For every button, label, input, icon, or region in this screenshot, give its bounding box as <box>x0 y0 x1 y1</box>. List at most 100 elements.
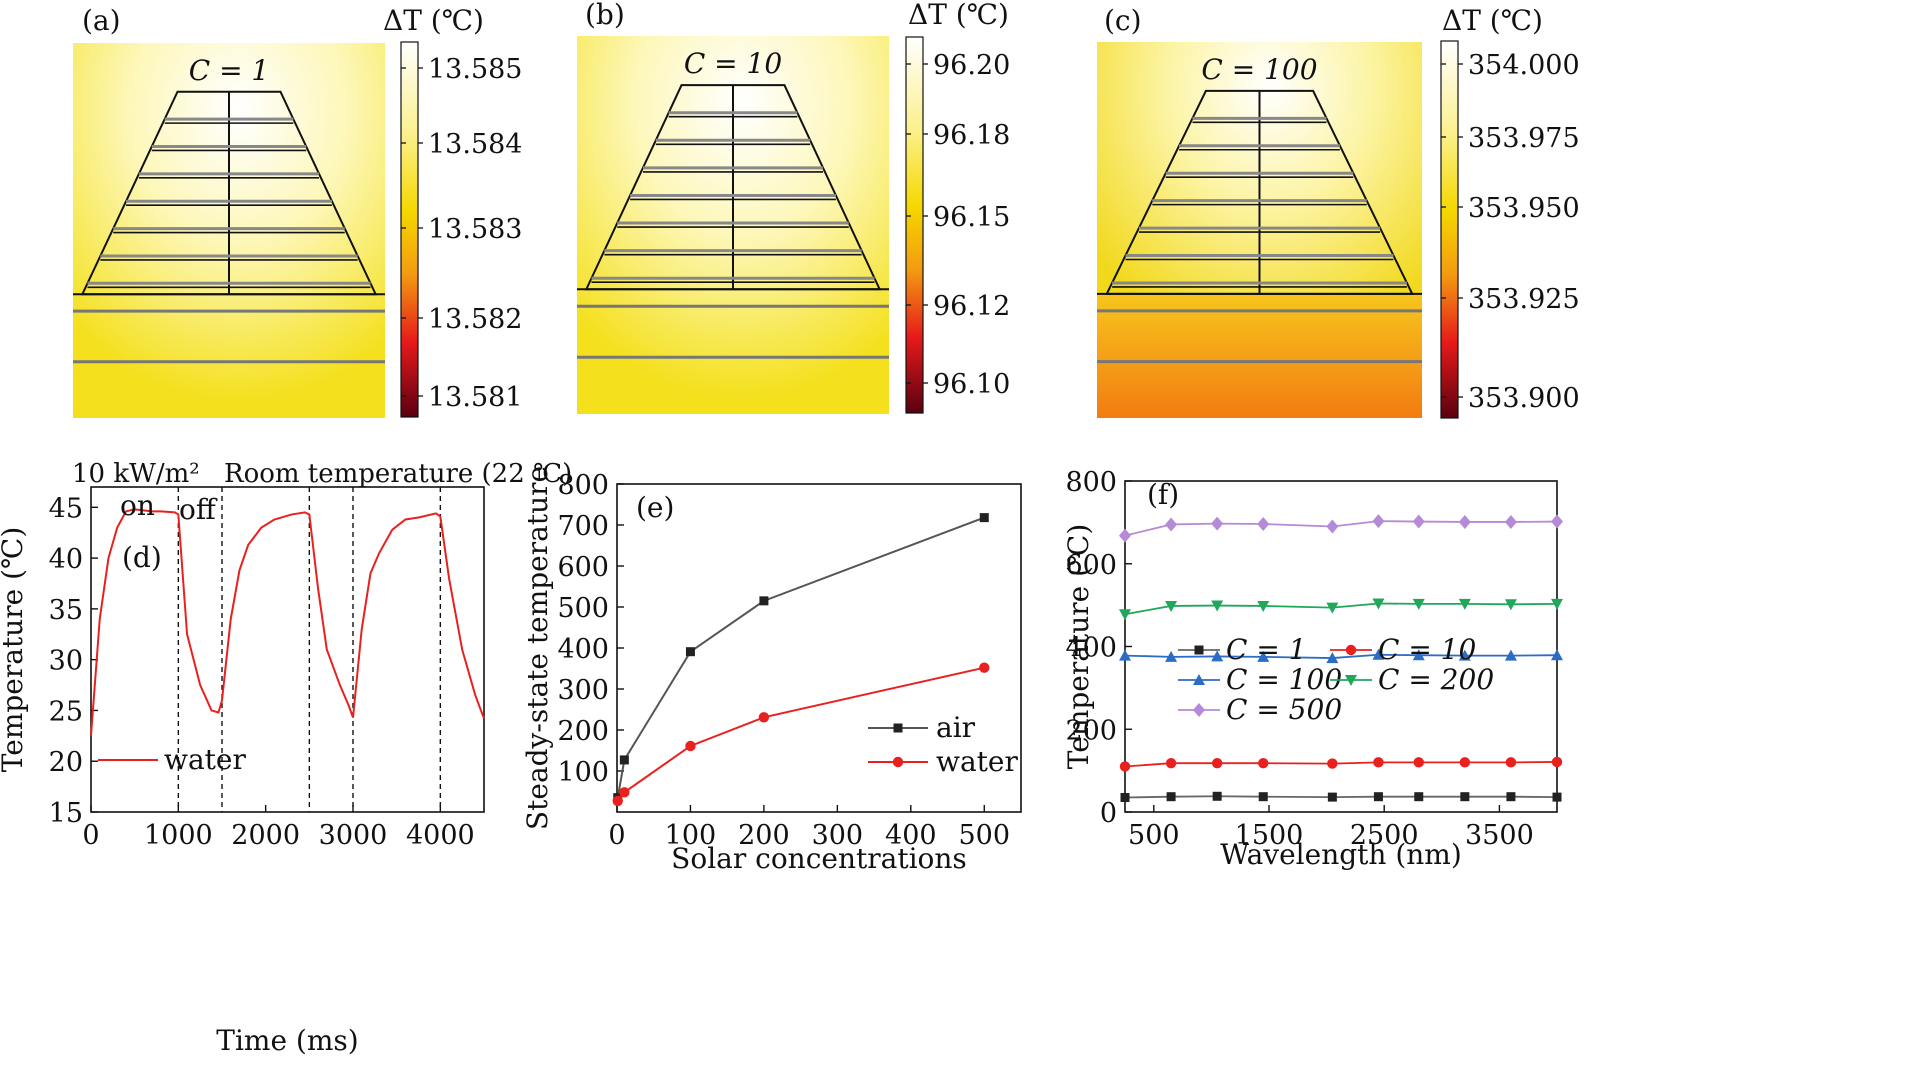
y-tick-label: 200 <box>557 716 609 747</box>
heatmap-panel-2: C = 100 (c) ΔT (℃) 354.000 353.975 353.950 353… <box>1097 4 1580 419</box>
data-point <box>619 787 630 798</box>
data-point <box>685 740 696 752</box>
data-point <box>1211 650 1224 662</box>
data-point <box>1412 649 1425 661</box>
data-point <box>1193 674 1205 685</box>
data-point <box>1257 600 1270 612</box>
x-tick-label: 300 <box>812 820 864 851</box>
data-point <box>1458 598 1471 610</box>
data-point <box>1120 793 1130 803</box>
colorbar-tick-label: 96.20 <box>933 50 1010 81</box>
data-point <box>1505 757 1517 768</box>
x-tick-label: 0 <box>608 820 625 851</box>
data-point <box>1372 514 1385 529</box>
x-tick-label: 100 <box>665 820 717 851</box>
x-axis-label: Wavelength (nm) <box>1220 838 1462 871</box>
colorbar-tick-label: 353.900 <box>1468 383 1580 414</box>
room-temp-annotation: Room temperature (22 ℃) <box>224 459 572 489</box>
data-point <box>1258 757 1269 769</box>
heatmap-substrate-warm <box>1097 293 1422 418</box>
x-tick-label: 2500 <box>1350 820 1419 851</box>
y-tick-label: 0 <box>1100 798 1117 829</box>
off-label: off <box>179 493 218 526</box>
panel-label: (d) <box>122 541 162 574</box>
heatmap-concentration-label: C = 100 <box>1201 53 1317 86</box>
data-point <box>1166 792 1176 802</box>
data-point <box>1257 517 1270 532</box>
data-point <box>1552 792 1562 802</box>
x-tick-label: 0 <box>82 820 99 851</box>
series-line-water <box>90 508 485 736</box>
series-line <box>1124 761 1558 768</box>
panel-label: (a) <box>82 4 121 37</box>
data-point <box>1119 761 1131 772</box>
x-axis-label: Time (ms) <box>216 1024 358 1057</box>
data-point <box>1504 599 1517 611</box>
y-tick-label: 500 <box>557 593 609 624</box>
colorbar-tick-label: 96.15 <box>933 202 1010 233</box>
colorbar-tick-label: 354.000 <box>1468 50 1580 81</box>
x-tick-label: 1500 <box>1235 820 1304 851</box>
y-tick-label: 800 <box>557 470 609 501</box>
panel-label: (f) <box>1147 478 1179 511</box>
series-line <box>1124 520 1558 537</box>
legend-label: C = 200 <box>1378 663 1494 696</box>
chart-e: 0 100 200 300 400 500 100 200 300 400 500 600 700 800… <box>521 466 1022 875</box>
legend-label: C = 1 <box>1226 633 1307 666</box>
y-tick-label: 45 <box>49 493 83 524</box>
legend-label: C = 10 <box>1378 633 1476 666</box>
x-tick-label: 3500 <box>1465 820 1534 851</box>
data-point <box>1504 649 1517 661</box>
data-point <box>1258 792 1268 802</box>
data-point <box>759 596 769 606</box>
series-line <box>1124 795 1558 799</box>
data-point <box>979 513 989 523</box>
panel-label: (e) <box>636 491 674 524</box>
data-point <box>1211 516 1224 531</box>
data-point <box>1458 649 1471 661</box>
x-tick-label: 1000 <box>144 820 213 851</box>
data-point <box>1458 514 1471 529</box>
x-tick-label: 500 <box>958 820 1010 851</box>
y-axis-label: Steady-state temperature <box>521 466 554 830</box>
data-point <box>893 723 903 733</box>
plot-frame <box>90 486 485 813</box>
data-point <box>1326 519 1339 534</box>
data-point <box>1373 757 1384 768</box>
data-point <box>1326 652 1339 664</box>
colorbar-tick-label: 353.975 <box>1468 123 1580 154</box>
colorbar <box>1440 40 1459 419</box>
series-line-air <box>616 516 985 798</box>
data-point <box>758 712 770 723</box>
legend-label-water: water <box>936 745 1018 778</box>
y-tick-label: 200 <box>1065 715 1117 746</box>
colorbar-title: ΔT (℃) <box>383 4 484 37</box>
data-point <box>1165 650 1178 662</box>
y-tick-label: 700 <box>557 511 609 542</box>
data-point <box>612 795 623 807</box>
data-point <box>1119 649 1131 661</box>
colorbar-tick-label: 96.18 <box>933 120 1010 151</box>
data-point <box>1194 645 1204 655</box>
x-tick-label: 4000 <box>406 820 475 851</box>
series-line <box>1124 602 1558 616</box>
data-point <box>1257 650 1270 662</box>
colorbar-tick-label: 13.581 <box>428 382 522 413</box>
colorbar-tick-label: 13.585 <box>428 54 522 85</box>
colorbar <box>400 41 419 418</box>
y-tick-label: 20 <box>49 747 83 778</box>
data-point <box>1327 792 1337 802</box>
data-point <box>1412 598 1425 610</box>
data-point <box>1460 792 1470 802</box>
colorbar-tick-label: 13.582 <box>428 304 522 335</box>
legend-label-water: water <box>164 743 246 776</box>
x-tick-label: 2000 <box>231 820 300 851</box>
data-point <box>892 756 904 768</box>
legend-label-air: air <box>936 711 976 744</box>
data-point <box>685 647 695 657</box>
heatmap-concentration-label: C = 1 <box>189 54 270 87</box>
y-tick-label: 15 <box>49 798 83 829</box>
colorbar-tick-label: 353.950 <box>1468 193 1580 224</box>
